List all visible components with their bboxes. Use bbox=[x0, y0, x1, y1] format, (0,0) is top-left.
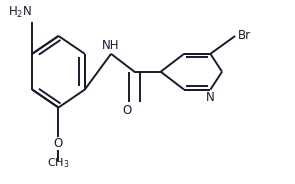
Text: H$_2$N: H$_2$N bbox=[8, 5, 32, 20]
Text: CH$_3$: CH$_3$ bbox=[47, 156, 70, 170]
Text: O: O bbox=[54, 137, 63, 150]
Text: NH: NH bbox=[102, 39, 120, 52]
Text: O: O bbox=[122, 104, 132, 117]
Text: Br: Br bbox=[238, 29, 251, 43]
Text: N: N bbox=[206, 91, 215, 104]
